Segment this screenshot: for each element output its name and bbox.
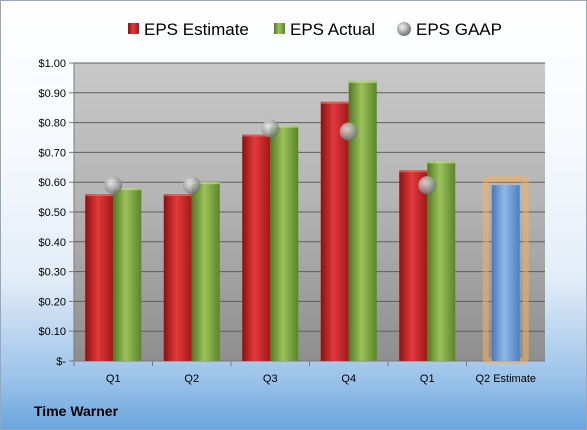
- bar-top-highlight: [191, 182, 220, 185]
- y-tick-label: $0.70: [38, 147, 66, 159]
- legend-label-eps-gaap: EPS GAAP: [416, 20, 502, 39]
- bar-eps-estimate: [399, 170, 428, 361]
- bar-eps-estimate: [163, 194, 192, 361]
- marker-eps-gaap: [418, 176, 437, 195]
- bar-top-highlight: [242, 134, 271, 137]
- bar-top-highlight: [113, 188, 142, 191]
- bar-top-highlight: [320, 101, 349, 104]
- bar-eps-actual: [113, 188, 142, 361]
- gridlines: [74, 62, 545, 332]
- bar-top-highlight: [348, 80, 377, 83]
- bar-top-highlight: [427, 161, 456, 164]
- y-tick-label: $0.30: [38, 267, 66, 279]
- y-tick-label: $0.90: [38, 88, 66, 100]
- y-tick-label: $1.00: [38, 58, 66, 70]
- x-tick-label: Q2 Estimate: [475, 373, 536, 385]
- bar-eps-actual: [348, 80, 377, 361]
- marker-eps-gaap: [261, 119, 280, 138]
- x-tick-label: Q1: [420, 373, 435, 385]
- legend-swatch-eps-gaap: [397, 22, 411, 36]
- bar-eps-actual: [191, 182, 220, 361]
- bar-eps-estimate: [242, 134, 271, 361]
- x-tick-label: Q3: [263, 373, 278, 385]
- y-tick-label: $0.20: [38, 296, 66, 308]
- y-tick-label: $0.60: [38, 177, 66, 189]
- marker-eps-gaap: [339, 122, 358, 141]
- legend-label-eps-estimate: EPS Estimate: [144, 20, 249, 39]
- x-tick-label: Q2: [184, 373, 199, 385]
- x-tick-label: Q1: [106, 373, 121, 385]
- bar-eps-estimate: [85, 194, 114, 361]
- legend: EPS Estimate EPS Actual EPS GAAP: [128, 20, 502, 39]
- axes: [69, 62, 545, 366]
- y-tick-label: $0.40: [38, 237, 66, 249]
- bar-eps-estimate-forecast: [491, 185, 520, 361]
- x-tick-label: Q4: [341, 373, 356, 385]
- y-tick-label: $0.10: [38, 326, 66, 338]
- gaap-markers: [104, 119, 437, 195]
- y-tick-label: $0.80: [38, 118, 66, 130]
- bar-top-highlight: [163, 194, 192, 197]
- bar-eps-actual: [427, 161, 456, 361]
- legend-label-eps-actual: EPS Actual: [290, 20, 375, 39]
- marker-eps-gaap: [104, 176, 123, 195]
- tick-labels: $- $0.10 $0.20 $0.30 $0.40 $0.50 $0.60 $0.70 $0.…: [38, 58, 536, 385]
- bars: [85, 80, 529, 364]
- bar-top-highlight: [399, 170, 428, 173]
- y-tick-label: $0.50: [38, 207, 66, 219]
- legend-swatch-eps-actual: [274, 23, 285, 34]
- marker-eps-gaap: [182, 176, 201, 195]
- bar-top-highlight: [270, 125, 299, 128]
- company-name: Time Warner: [34, 403, 119, 419]
- y-tick-label: $-: [56, 356, 66, 368]
- legend-swatch-eps-estimate: [128, 23, 139, 34]
- bar-eps-actual: [270, 125, 299, 361]
- bar-top-highlight: [85, 194, 114, 197]
- bar-eps-estimate: [320, 101, 349, 362]
